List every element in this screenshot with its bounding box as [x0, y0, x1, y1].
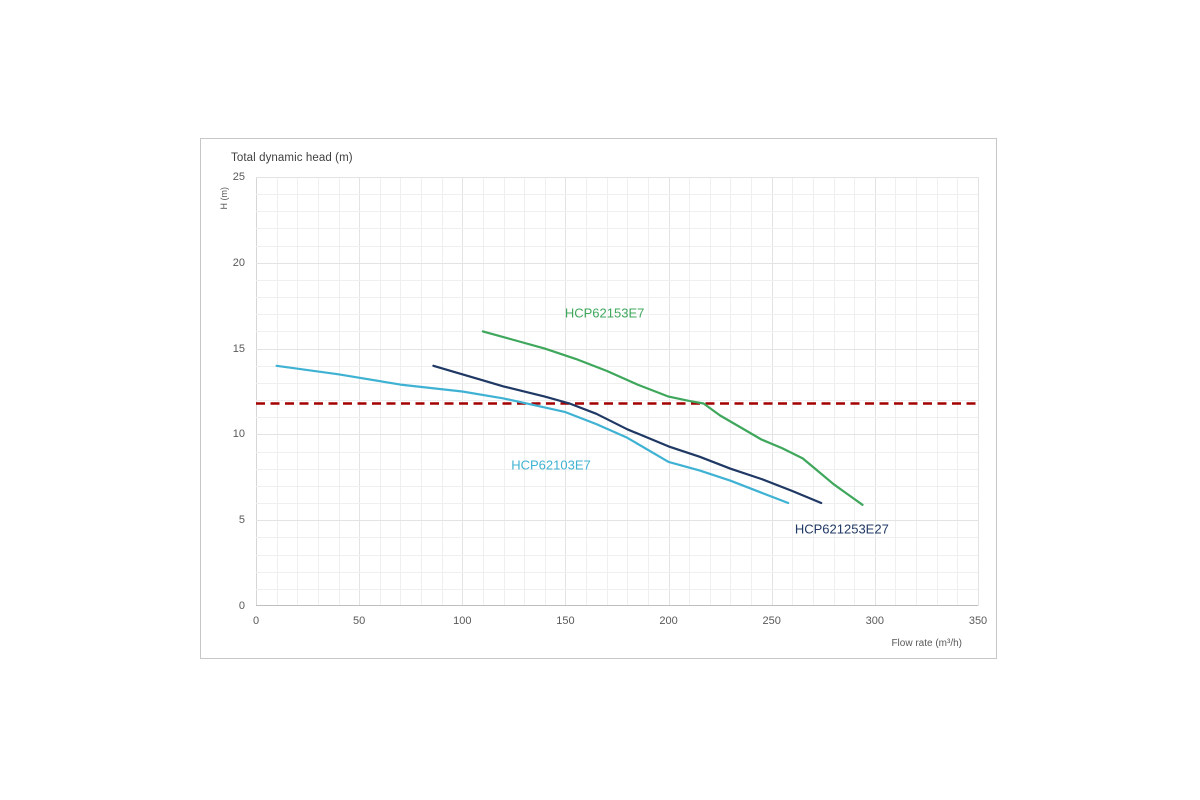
- y-tick-label: 15: [232, 342, 245, 355]
- y-tick-label: 10: [232, 428, 245, 441]
- x-tick-label: 0: [252, 615, 260, 627]
- curve-HCP621253E27: [432, 364, 823, 505]
- y-tick-label: 0: [238, 600, 245, 612]
- x-tick-label: 300: [865, 615, 885, 627]
- curve-HCP62103E7: [275, 364, 790, 505]
- x-tick-label: 50: [353, 615, 366, 627]
- y-tick-label: 5: [238, 514, 245, 527]
- x-tick-label: 250: [762, 615, 781, 627]
- plot-area: [256, 177, 979, 606]
- x-axis-label: Flow rate (m³/h): [891, 638, 962, 649]
- x-tick-label: 100: [453, 615, 472, 627]
- series-label-HCP62153E7: HCP62153E7: [564, 305, 645, 321]
- y-tick-label: 25: [232, 171, 245, 183]
- pump-curve-chart-panel: Total dynamic head (m) H (m) 0 50 100 150 20…: [200, 138, 997, 659]
- series-label-HCP62103E7: HCP62103E7: [511, 457, 591, 473]
- curve-HCP62153E7: [481, 330, 864, 506]
- y-axis-unit-label: H (m): [219, 187, 229, 210]
- x-tick-label: 150: [556, 615, 575, 627]
- y-tick-label: 20: [232, 256, 245, 269]
- chart-title: Total dynamic head (m): [231, 152, 353, 164]
- series-label-HCP621253E27: HCP621253E27: [794, 521, 889, 537]
- x-tick-label: 350: [968, 615, 988, 627]
- x-tick-label: 200: [659, 615, 678, 627]
